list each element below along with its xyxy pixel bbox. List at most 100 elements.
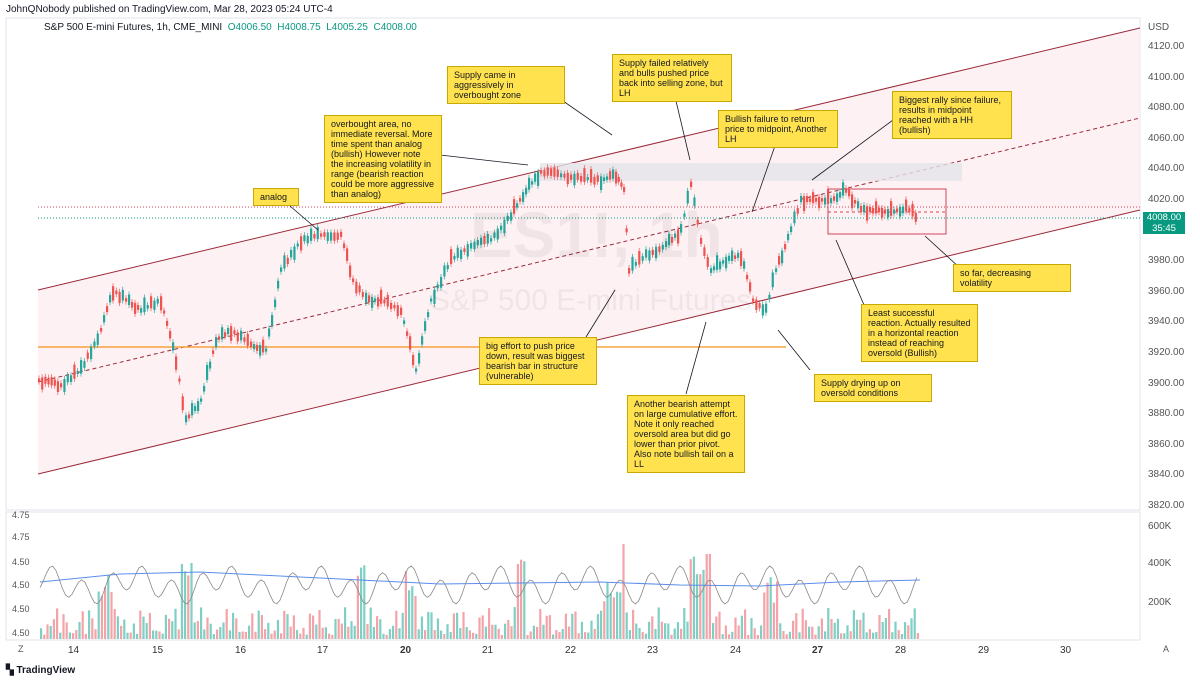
note-another-bearish[interactable]: Another bearish attempt on large cumulat…: [627, 395, 745, 473]
volume-bar: [475, 633, 478, 639]
volume-bar: [878, 615, 881, 639]
candle-body: [400, 307, 403, 315]
candle-body: [617, 177, 620, 182]
volume-bar: [648, 621, 651, 639]
volume-bar: [465, 626, 468, 639]
volume-bar: [174, 608, 177, 639]
candle-body: [749, 282, 752, 292]
open-value: O4006.50: [227, 22, 272, 33]
candle-body: [881, 207, 884, 218]
volume-bar: [49, 625, 52, 639]
candle-body: [450, 249, 453, 264]
auto-scale-button[interactable]: A: [1163, 644, 1170, 654]
volume-bar: [286, 614, 289, 639]
volume-bar: [116, 616, 119, 639]
volume-bar: [875, 632, 878, 639]
volume-bar: [369, 607, 372, 639]
volume-bar: [177, 629, 180, 639]
candle-body: [696, 219, 699, 225]
price-tick: 4040.00: [1148, 163, 1185, 175]
candle-body: [842, 182, 845, 196]
price-tick: 3980.00: [1148, 255, 1185, 267]
volume-bar: [468, 630, 471, 639]
candle-body: [134, 302, 137, 314]
selling-zone-box[interactable]: [540, 163, 962, 181]
volume-bar: [753, 628, 756, 639]
note-supply-failed[interactable]: Supply failed relatively and bulls pushe…: [612, 54, 732, 102]
candle-body: [506, 215, 509, 222]
volume-bar: [388, 629, 391, 639]
candle-body: [371, 296, 374, 308]
volume-bar: [916, 632, 919, 639]
zoom-button[interactable]: Z: [18, 644, 24, 654]
candle-body: [734, 255, 737, 259]
note-so-far[interactable]: so far, decreasing volatility: [953, 264, 1071, 292]
volume-bar: [510, 626, 513, 639]
volume-bar: [472, 632, 475, 639]
volume-bar: [891, 632, 894, 639]
candle-body: [531, 181, 534, 185]
candle-body: [256, 344, 259, 351]
volume-bar: [808, 626, 811, 639]
tradingview-logo[interactable]: ▚ TradingView: [6, 665, 75, 676]
volume-bar: [852, 610, 855, 639]
note-overbought[interactable]: overbought area, no immediate reversal. …: [324, 115, 442, 203]
candle-body: [725, 256, 728, 269]
volume-bar: [414, 595, 417, 639]
symbol-title[interactable]: S&P 500 E-mini Futures, 1h, CME_MINI: [44, 22, 223, 33]
candle-body: [453, 255, 456, 260]
volume-bar: [776, 581, 779, 639]
candle-body: [631, 256, 634, 271]
volume-bar: [315, 624, 318, 639]
volume-bar: [126, 632, 129, 639]
candle-body: [361, 292, 364, 297]
candle-body: [590, 169, 593, 183]
note-biggest-rally[interactable]: Biggest rally since failure, results in …: [892, 91, 1012, 139]
candle-body: [625, 228, 628, 233]
candle-body: [728, 255, 731, 261]
candle-body: [253, 344, 256, 350]
volume-bar: [193, 622, 196, 639]
candle-body: [56, 381, 60, 392]
volume-bar: [536, 626, 539, 639]
candle-body: [851, 194, 854, 209]
candle-body: [603, 177, 606, 182]
note-analog[interactable]: analog: [253, 188, 299, 206]
volume-bar: [280, 633, 283, 639]
note-big-effort[interactable]: big effort to push price down, result wa…: [479, 337, 597, 385]
note-bullish-failure[interactable]: Bullish failure to return price to midpo…: [718, 110, 838, 148]
badge-countdown: 35:45: [1152, 223, 1176, 234]
candle-body: [827, 189, 830, 204]
note-supply-drying[interactable]: Supply drying up on oversold conditions: [814, 374, 932, 402]
candle-body: [887, 209, 890, 218]
volume-bar: [184, 571, 187, 639]
volume-bar: [580, 621, 583, 639]
volume-bar: [104, 586, 107, 639]
volume-bar: [139, 610, 142, 639]
volume-bar: [523, 561, 526, 639]
time-tick: 20: [400, 645, 412, 656]
volume-bar: [686, 621, 689, 639]
candle-body: [203, 385, 206, 392]
candle-body: [899, 206, 902, 217]
candle-body: [490, 238, 493, 242]
note-least-successful[interactable]: Least successful reaction. Actually resu…: [861, 304, 978, 362]
candle-body: [250, 341, 253, 347]
candle-body: [456, 247, 459, 258]
note-supply-came[interactable]: Supply came in aggressively in overbough…: [447, 66, 565, 104]
price-badge: 4008.00 35:45: [1143, 212, 1185, 234]
candle-body: [403, 320, 406, 324]
volume-bar: [334, 619, 337, 639]
volume-bar: [766, 582, 769, 639]
candle-body: [38, 378, 41, 382]
volume-bar: [251, 613, 254, 639]
volume-bar: [148, 612, 151, 639]
channel-upper-line[interactable]: [37, 27, 1141, 291]
volume-bar: [529, 631, 532, 639]
candle-body: [911, 203, 914, 217]
volume-bar: [904, 622, 907, 639]
volume-bar: [792, 620, 795, 639]
volume-bar: [622, 544, 625, 639]
candle-body: [156, 298, 159, 304]
